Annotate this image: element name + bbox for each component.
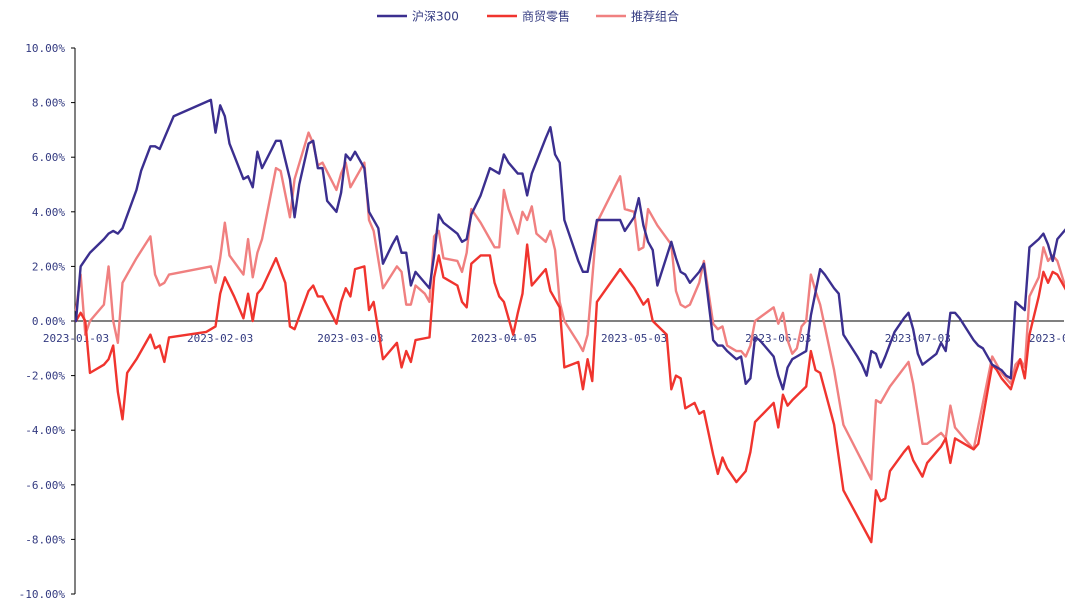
y-tick-label: 2.00% (32, 260, 65, 273)
y-tick-label: -2.00% (25, 370, 65, 383)
y-tick-label: 6.00% (32, 151, 65, 164)
x-tick-label: 2023-04-05 (471, 332, 537, 345)
y-tick-label: -6.00% (25, 479, 65, 492)
x-tick-label: 2023-08-03 (1029, 332, 1065, 345)
legend-label: 商贸零售 (522, 9, 570, 24)
legend: 沪深300 商贸零售 推荐组合 (377, 9, 679, 24)
series-line-1 (74, 243, 1065, 544)
legend-label: 沪深300 (412, 10, 459, 24)
y-tick-label: -8.00% (25, 533, 65, 546)
y-tick-label: 10.00% (25, 42, 65, 55)
series-layer (74, 98, 1065, 544)
y-tick-label: -10.00% (19, 588, 66, 601)
y-axis: 10.00% 8.00% 6.00% 4.00% 2.00% 0.00% -2.00% -4.… (19, 42, 76, 601)
y-tick-label: -4.00% (25, 424, 65, 437)
y-tick-label: 8.00% (32, 97, 65, 110)
y-tick-label: 4.00% (32, 206, 65, 219)
x-tick-label: 2023-02-03 (187, 332, 253, 345)
x-tick-label: 2023-07-03 (885, 332, 951, 345)
x-tick-label: 2023-01-03 (43, 332, 109, 345)
series-line-0 (74, 98, 1065, 391)
y-tick-label: 0.00% (32, 315, 65, 328)
legend-label: 推荐组合 (631, 9, 679, 24)
series-line-2 (74, 131, 1065, 481)
x-axis: 2023-01-03 2023-02-03 2023-03-03 2023-04-05… (43, 320, 1065, 345)
x-tick-label: 2023-03-03 (317, 332, 383, 345)
x-tick-label: 2023-05-03 (601, 332, 667, 345)
